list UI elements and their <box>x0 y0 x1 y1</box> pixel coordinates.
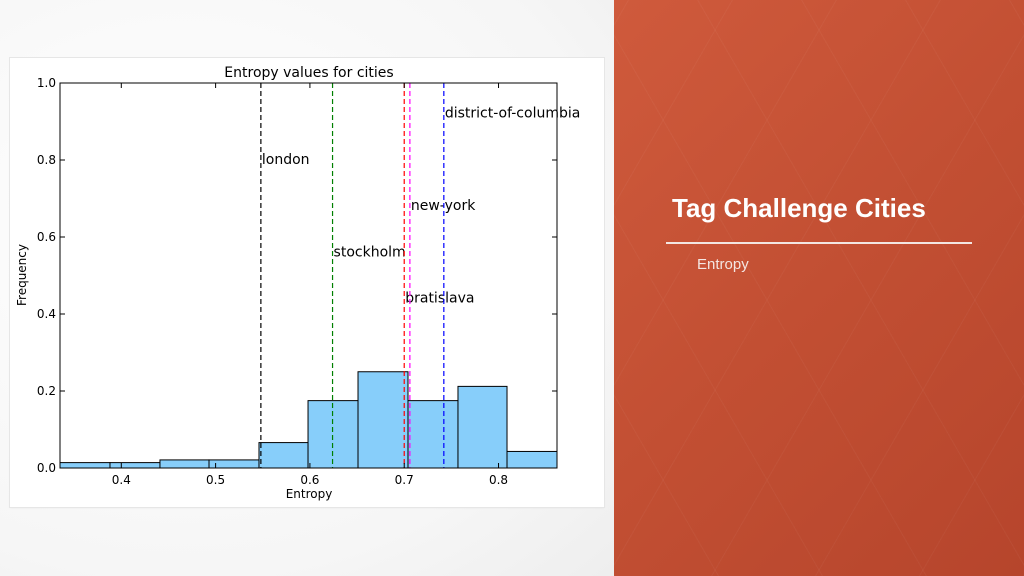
x-axis-ticks: 0.4 0.5 0.6 0.7 0.8 <box>112 83 508 487</box>
y-tick-label: 1.0 <box>37 76 56 90</box>
markers-layer: londonstockholmbratislavanew-yorkdistric… <box>260 83 581 468</box>
marker-label-bratislava: bratislava <box>405 290 474 306</box>
title-divider <box>666 242 972 244</box>
histogram-bar-2 <box>109 462 161 469</box>
histogram-bar-6 <box>307 400 359 469</box>
y-axis-label: Frequency <box>15 244 29 306</box>
y-tick-label: 0.0 <box>37 461 56 475</box>
title-panel: Tag Challenge Cities Entropy <box>614 0 1024 576</box>
chart-title: Entropy values for cities <box>224 65 393 81</box>
histogram-bar-7 <box>357 371 409 469</box>
y-tick-label: 0.8 <box>37 153 56 167</box>
bars-layer <box>59 371 558 469</box>
histogram-bar-1 <box>59 462 111 469</box>
y-tick-label: 0.6 <box>37 230 56 244</box>
histogram-bar-10 <box>506 450 558 469</box>
slide-title: Tag Challenge Cities <box>672 193 926 223</box>
histogram-bar-3 <box>159 459 210 469</box>
chart-figure: Entropy values for cities london stockhol… <box>10 58 604 507</box>
x-tick-label: 0.8 <box>489 473 508 487</box>
x-tick-label: 0.7 <box>395 473 414 487</box>
histogram-bar-9 <box>457 385 508 469</box>
panel-pattern <box>614 0 1024 576</box>
y-axis-ticks: 0.0 0.2 0.4 0.6 0.8 1.0 <box>37 76 557 475</box>
x-tick-label: 0.5 <box>206 473 225 487</box>
histogram-bar-8 <box>407 400 459 469</box>
y-tick-label: 0.4 <box>37 307 56 321</box>
x-tick-label: 0.6 <box>300 473 319 487</box>
histogram-bar-5 <box>258 442 309 469</box>
marker-label-london: london <box>262 152 310 168</box>
histogram-chart: Entropy values for cities london stockhol… <box>15 65 581 501</box>
marker-label-stockholm: stockholm <box>334 244 406 260</box>
histogram-bar-4 <box>208 459 260 469</box>
slide-subtitle: Entropy <box>697 256 749 273</box>
x-tick-label: 0.4 <box>112 473 131 487</box>
plot-area-frame <box>59 82 558 469</box>
y-tick-label: 0.2 <box>37 384 56 398</box>
x-axis-label: Entropy <box>286 487 333 501</box>
marker-label-district-of-columbia: district-of-columbia <box>445 106 581 122</box>
